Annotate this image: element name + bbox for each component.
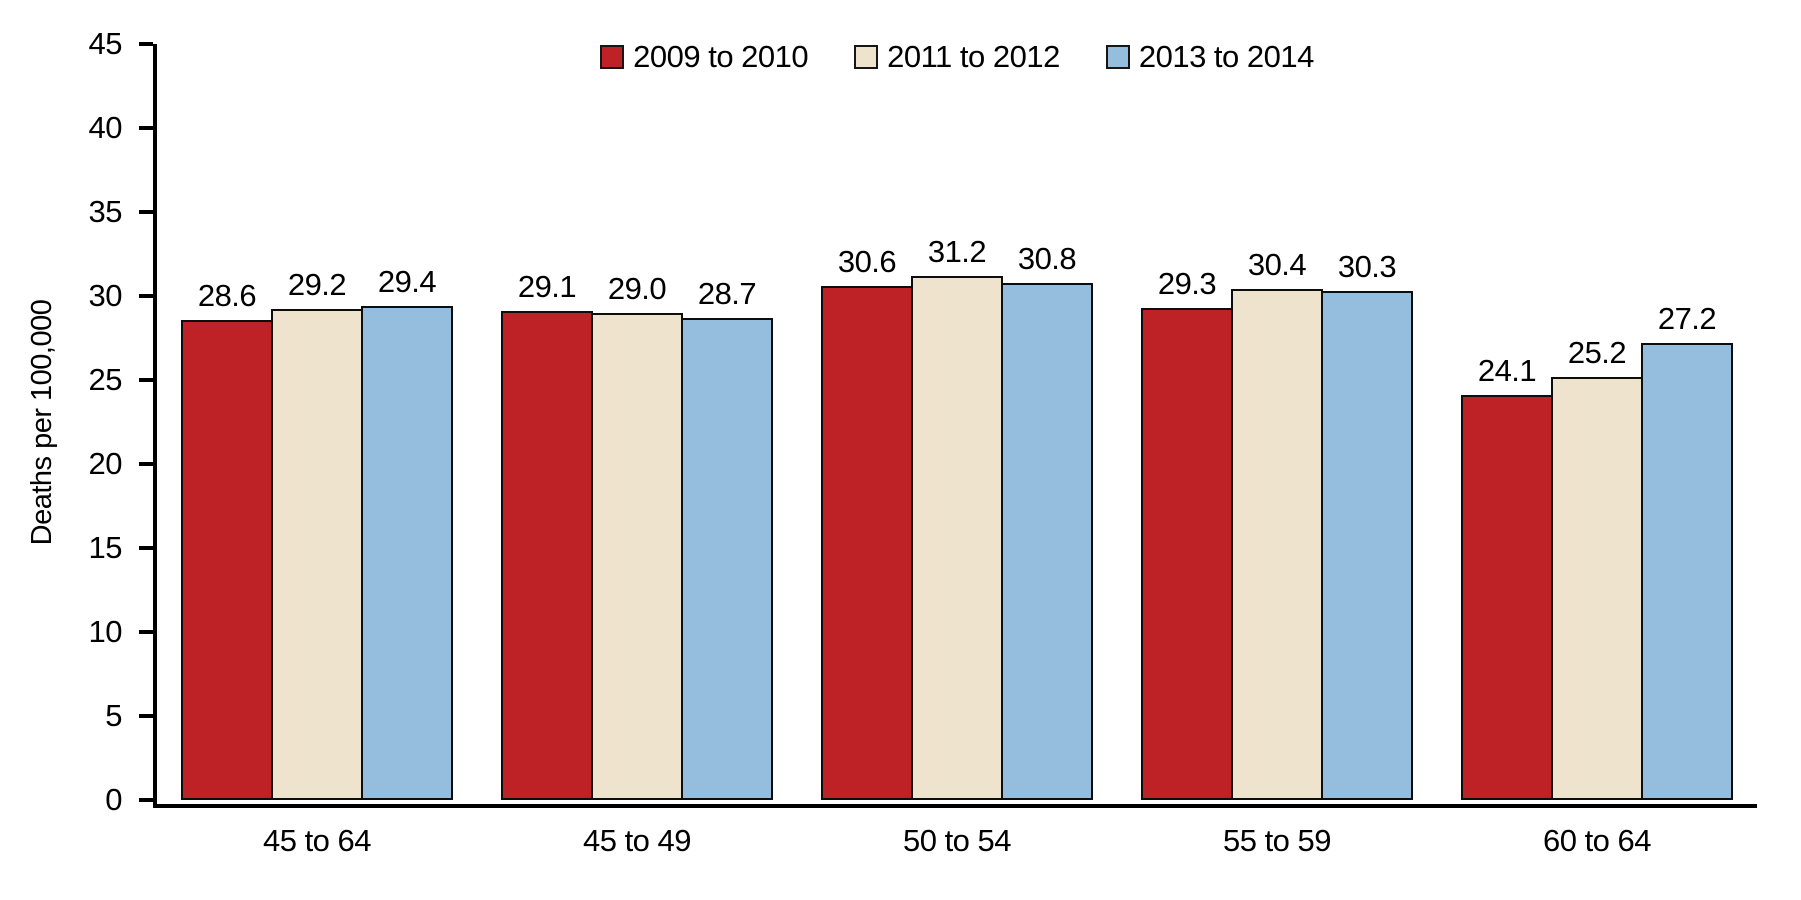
bar-value-label: 29.2	[287, 267, 347, 303]
bar: 27.2	[1641, 303, 1733, 800]
y-axis-tick	[139, 798, 153, 802]
y-axis-tick	[139, 210, 153, 214]
y-axis-tick-label: 0	[105, 782, 122, 817]
y-axis-tick	[139, 378, 153, 382]
bar: 31.2	[911, 235, 1003, 800]
bar: 29.0	[591, 272, 683, 800]
bar-value-label: 29.3	[1157, 265, 1217, 301]
bar: 30.3	[1321, 251, 1413, 800]
legend-item: 2009 to 2010	[600, 39, 809, 74]
bar: 29.4	[361, 266, 453, 800]
bar-value-label: 25.2	[1567, 334, 1627, 370]
y-axis-tick-label: 35	[88, 194, 123, 229]
bar: 28.7	[681, 277, 773, 800]
bar: 24.1	[1461, 355, 1553, 800]
y-axis-tick-label: 45	[88, 26, 123, 61]
plot-area: 28.6 29.2 29.4 29.1 29.0 28.7 30.6 31.2 30.8 29.3…	[157, 44, 1757, 800]
legend-item: 2013 to 2014	[1105, 39, 1315, 74]
bar-value-label: 30.4	[1247, 247, 1307, 283]
bar-value-label: 30.8	[1017, 240, 1077, 276]
y-axis-tick-label: 15	[88, 530, 123, 565]
y-axis-tick-label: 30	[88, 278, 123, 313]
legend-swatch-icon	[600, 45, 625, 69]
bar: 29.2	[271, 269, 363, 800]
legend-label: 2009 to 2010	[633, 39, 809, 74]
bar-group: 24.1 25.2 27.2	[1437, 44, 1757, 800]
y-axis-tick-label: 20	[88, 446, 123, 481]
x-axis-category-label: 50 to 54	[902, 823, 1012, 858]
legend-item: 2011 to 2012	[854, 40, 1060, 74]
bar: 29.3	[1141, 267, 1233, 800]
bar-group: 29.3 30.4 30.3	[1117, 44, 1437, 800]
bar-value-label: 29.0	[607, 270, 667, 306]
bar-group: 30.6 31.2 30.8	[797, 44, 1117, 800]
legend-label: 2013 to 2014	[1138, 39, 1315, 74]
y-axis-tick-label: 10	[88, 614, 123, 649]
y-axis-tick	[139, 630, 153, 634]
bar: 30.8	[1001, 242, 1093, 800]
legend: 2009 to 2010 2011 to 2012 2013 to 2014	[157, 40, 1757, 74]
plot-frame	[153, 44, 1757, 808]
y-axis-tick	[139, 126, 153, 130]
x-axis-category-label: 55 to 59	[1222, 823, 1332, 858]
x-axis-category-label: 60 to 64	[1542, 823, 1652, 858]
bar-value-label: 28.6	[197, 277, 257, 313]
bar-value-label: 30.3	[1337, 249, 1397, 284]
y-axis-tick	[139, 42, 153, 46]
y-axis-tick-label: 40	[88, 110, 123, 145]
y-axis-tick	[139, 294, 153, 298]
bar-value-label: 30.6	[837, 243, 897, 279]
bar-group: 29.1 29.0 28.7	[477, 44, 797, 800]
bar: 29.1	[501, 271, 593, 800]
y-axis-title: Deaths per 100,000	[26, 299, 58, 546]
bar-value-label: 31.2	[927, 233, 987, 269]
legend-swatch-icon	[1105, 45, 1130, 69]
bar: 25.2	[1551, 336, 1643, 800]
bar: 30.4	[1231, 249, 1323, 800]
x-axis-category-label: 45 to 49	[582, 823, 692, 858]
bar-group: 28.6 29.2 29.4	[157, 44, 477, 800]
y-axis-tick	[139, 462, 153, 466]
bar: 28.6	[181, 279, 273, 800]
x-axis-category-label: 45 to 64	[262, 823, 372, 858]
bar-value-label: 29.4	[377, 264, 437, 300]
bar-value-label: 24.1	[1477, 353, 1537, 389]
bar-value-label: 29.1	[517, 269, 577, 305]
bar: 30.6	[821, 245, 913, 800]
y-axis-tick-label: 5	[105, 698, 122, 733]
y-axis-tick	[139, 546, 153, 550]
y-axis-tick-label: 25	[88, 362, 123, 397]
legend-label: 2011 to 2012	[887, 39, 1060, 74]
bar-value-label: 27.2	[1657, 301, 1717, 336]
legend-swatch-icon	[854, 45, 879, 69]
y-axis-tick	[139, 714, 153, 718]
bar-value-label: 28.7	[697, 275, 757, 311]
